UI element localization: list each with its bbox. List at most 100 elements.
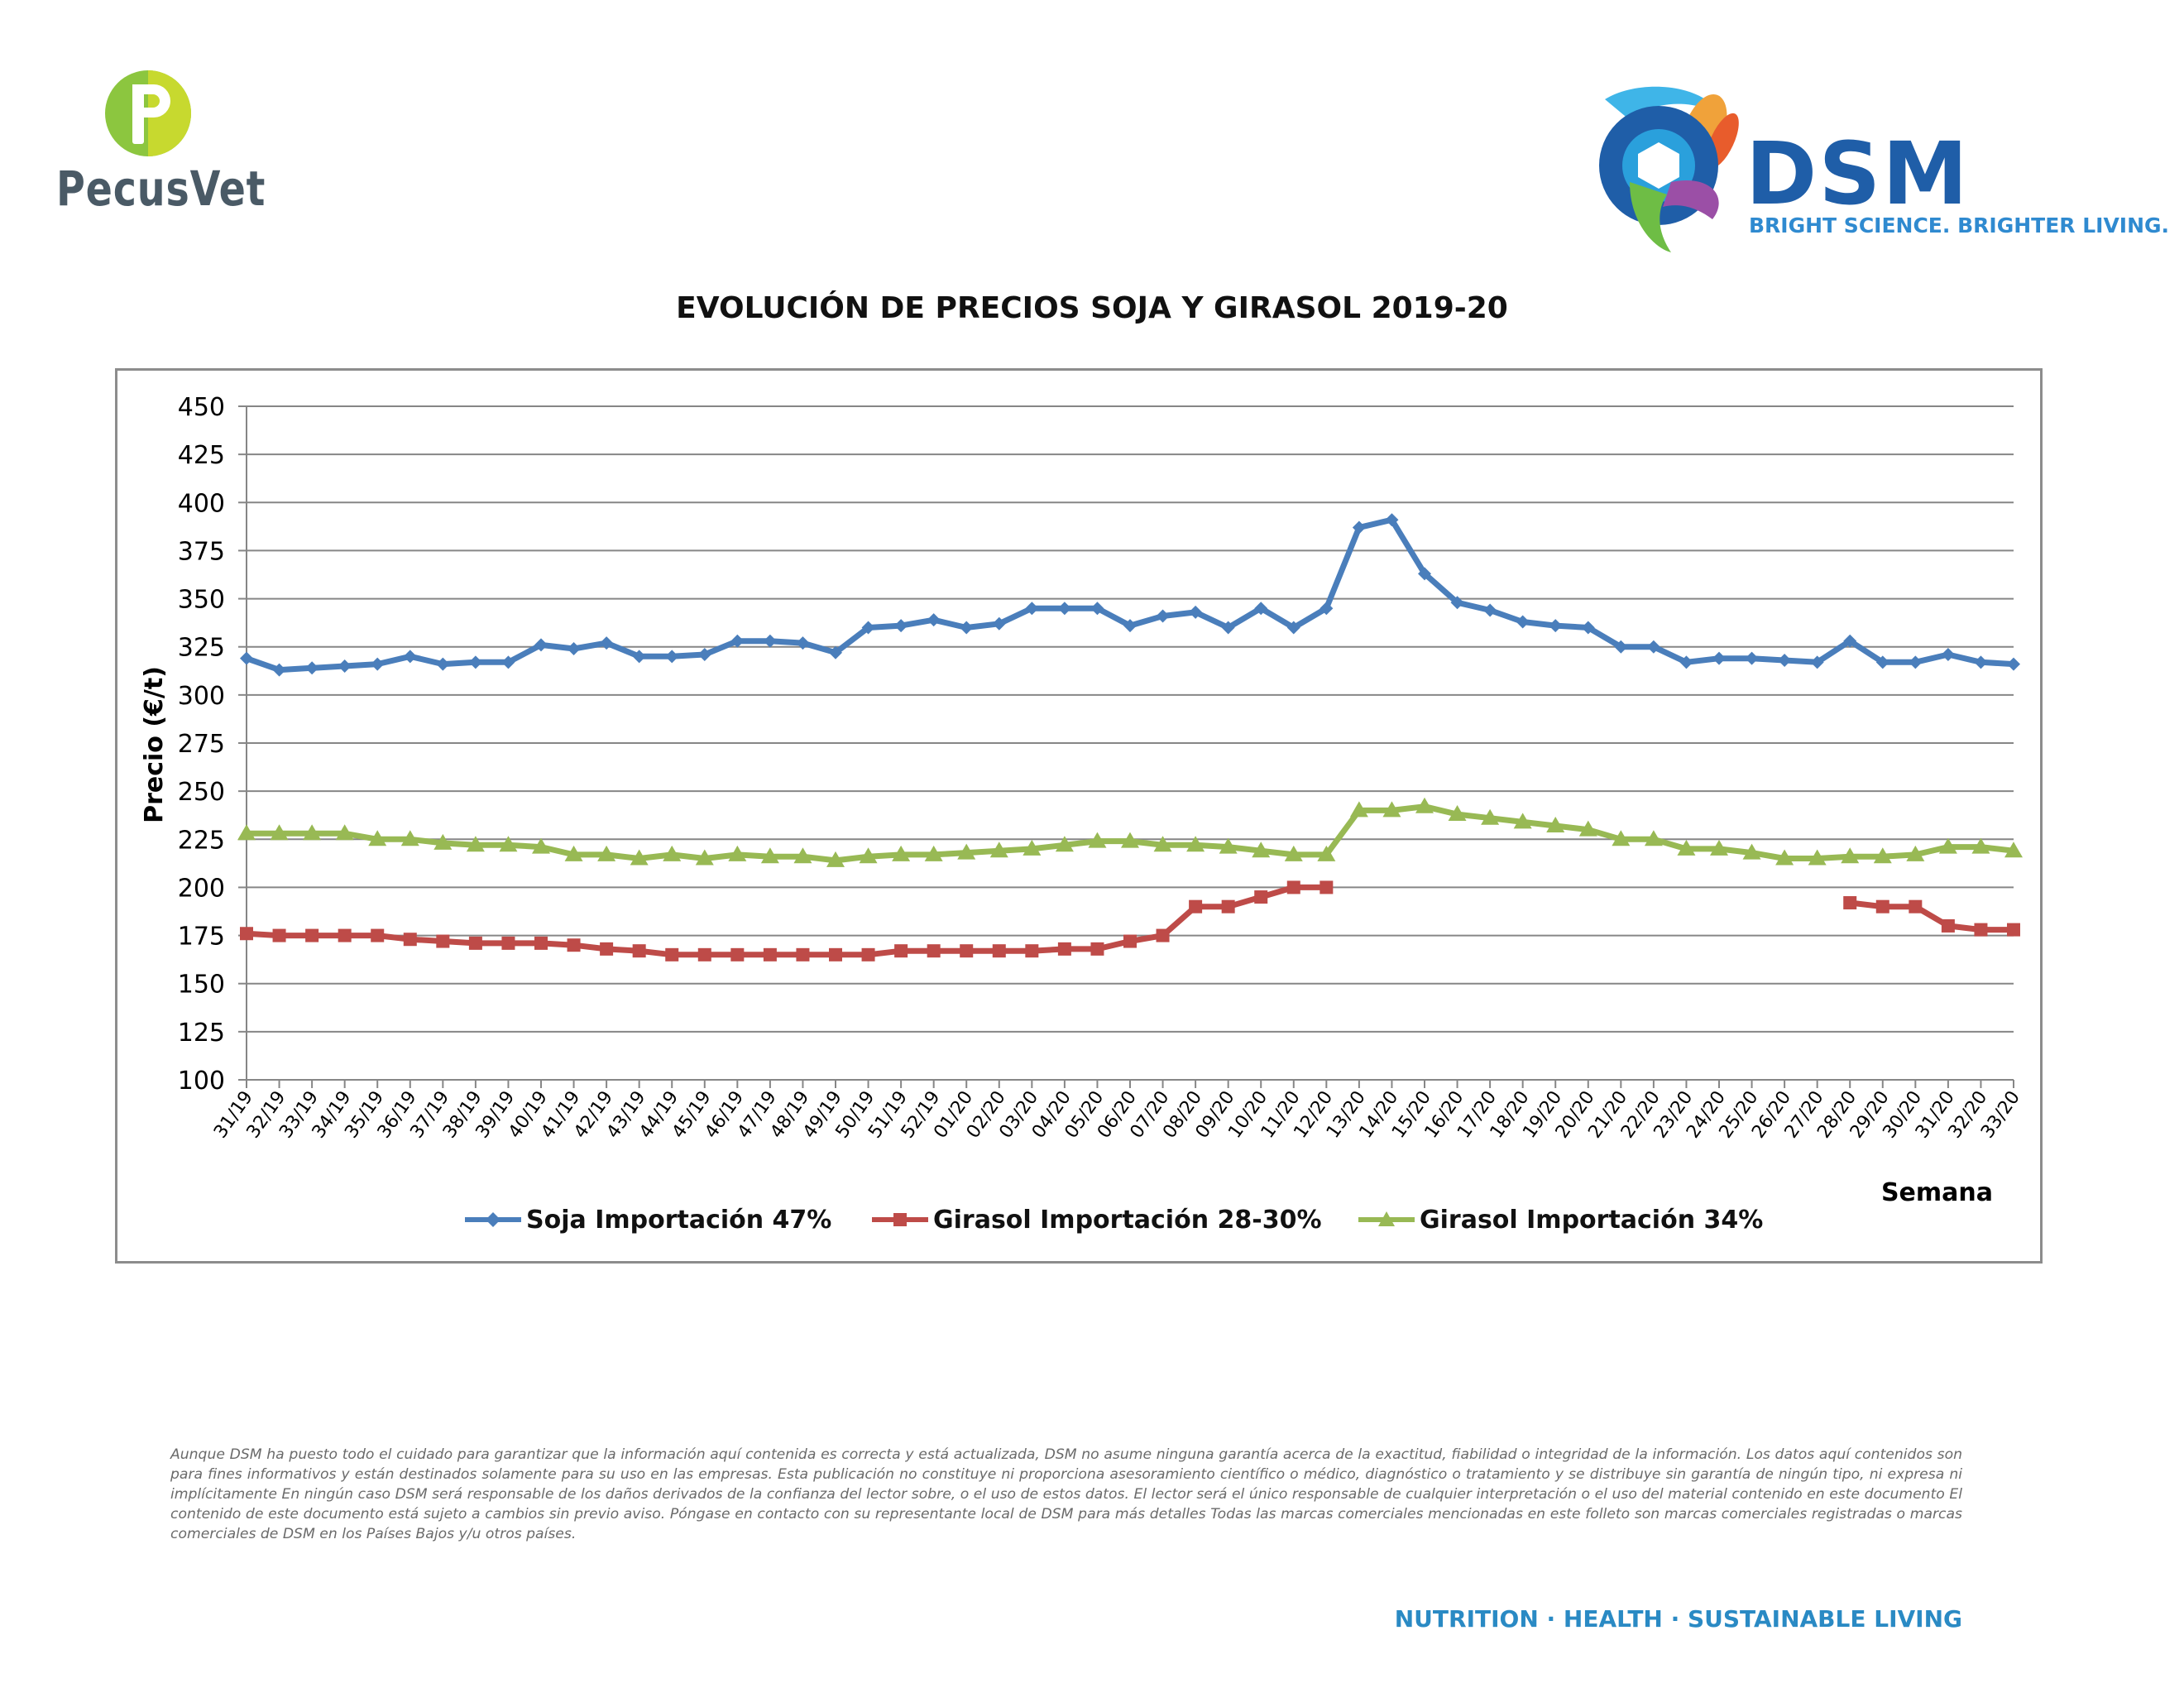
data-point <box>1221 899 1235 914</box>
chart-axes: 100 125 150 175 200 225 250 275 300 325 350 375 400 4… <box>178 393 2024 1142</box>
data-point <box>499 836 518 852</box>
data-point <box>1875 655 1889 669</box>
data-point <box>534 936 548 950</box>
disclaimer-text: Aunque DSM ha puesto todo el cuidado par… <box>170 1446 1962 1542</box>
data-point <box>630 849 649 866</box>
data-point <box>1971 837 1990 854</box>
data-point <box>924 845 943 861</box>
data-point <box>1352 520 1366 535</box>
data-point <box>1189 899 1203 914</box>
data-point <box>1153 836 1172 852</box>
data-point <box>433 833 453 850</box>
data-point <box>240 927 253 941</box>
data-point <box>1088 832 1107 848</box>
data-point <box>534 638 548 652</box>
data-point <box>501 655 515 669</box>
y-tick-label: 100 <box>178 1067 225 1096</box>
data-point <box>371 928 385 942</box>
data-point <box>400 830 419 846</box>
data-point <box>237 824 256 841</box>
data-point <box>1025 602 1039 616</box>
data-point <box>436 657 450 671</box>
y-tick-label: 425 <box>178 441 225 470</box>
legend-item-soja-47: Soja Importación 47% <box>463 1201 831 1238</box>
data-point <box>861 621 875 635</box>
legend-label: Girasol Importación 28-30% <box>933 1205 1322 1235</box>
data-point <box>1778 653 1792 667</box>
data-point <box>927 613 941 627</box>
data-point <box>1810 655 1824 669</box>
legend-label: Soja Importación 47% <box>526 1205 832 1235</box>
legend-marker-square <box>872 1213 928 1226</box>
data-point <box>338 659 352 673</box>
data-point <box>1448 805 1467 822</box>
data-point <box>2007 923 2020 937</box>
data-point <box>960 944 974 958</box>
data-point <box>992 616 1006 631</box>
data-point <box>894 944 908 958</box>
data-point <box>468 936 482 950</box>
legend-label: Girasol Importación 34% <box>1420 1205 1764 1235</box>
data-point <box>368 830 387 846</box>
data-point <box>1057 602 1071 616</box>
data-point <box>567 938 581 952</box>
data-point <box>796 636 810 650</box>
data-point <box>1221 621 1235 635</box>
series-line <box>1849 899 2014 933</box>
data-point <box>1841 847 1860 864</box>
dsm-logo: DSM BRIGHT SCIENCE. BRIGHTER LIVING. <box>1580 83 2169 257</box>
footer-tagline: NUTRITION · HEALTH · SUSTAINABLE LIVING <box>1394 1605 1962 1633</box>
data-point <box>1679 655 1693 669</box>
data-point <box>564 845 583 861</box>
data-point <box>1057 942 1071 956</box>
y-tick-label: 225 <box>178 826 225 855</box>
data-point <box>861 947 875 961</box>
data-point <box>665 947 679 961</box>
data-point <box>1090 942 1104 956</box>
data-point <box>403 933 417 947</box>
data-point <box>1546 817 1565 833</box>
data-point <box>436 934 450 948</box>
data-point <box>1710 839 1728 856</box>
legend-item-girasol-28-30: Girasol Importación 28-30% <box>870 1201 1322 1238</box>
dsm-brand-name: DSM <box>1746 123 1970 224</box>
data-point <box>829 947 842 961</box>
data-point <box>270 824 289 841</box>
data-point <box>1156 928 1170 942</box>
data-point <box>894 619 908 633</box>
data-point <box>1254 602 1268 616</box>
data-point <box>1875 899 1889 914</box>
data-point <box>1612 830 1631 846</box>
data-point <box>1219 837 1238 854</box>
y-tick-label: 325 <box>178 634 225 663</box>
data-point <box>1974 923 1988 937</box>
data-point <box>1808 849 1827 866</box>
chart-frame <box>115 368 2043 1264</box>
data-point <box>1516 615 1530 629</box>
data-point <box>1123 934 1137 948</box>
data-point <box>240 651 253 665</box>
data-point <box>272 928 286 942</box>
y-tick-label: 275 <box>178 730 225 759</box>
data-point <box>2004 842 2023 858</box>
data-point <box>468 655 482 669</box>
y-tick-label: 400 <box>178 489 225 518</box>
y-axis-label: Precio (€/t) <box>140 666 169 823</box>
data-point <box>1254 890 1268 904</box>
data-point <box>793 847 812 864</box>
data-point <box>466 836 485 852</box>
data-point <box>1513 813 1532 829</box>
data-point <box>1349 801 1368 818</box>
y-tick-label: 250 <box>178 778 225 807</box>
chart-title: EVOLUCIÓN DE PRECIOS SOJA Y GIRASOL 2019… <box>676 291 1508 325</box>
data-point <box>303 824 322 841</box>
y-tick-label: 350 <box>178 586 225 615</box>
data-point <box>1025 944 1039 958</box>
data-point <box>632 650 646 664</box>
data-point <box>1843 896 1857 910</box>
y-tick-label: 150 <box>178 971 225 1000</box>
data-point <box>1055 836 1074 852</box>
data-point <box>957 843 976 860</box>
data-point <box>501 936 515 950</box>
